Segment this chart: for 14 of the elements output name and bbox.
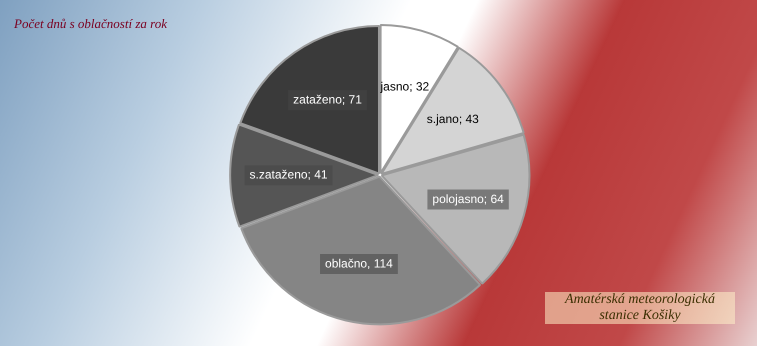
data-label: ; 71: [342, 92, 362, 106]
slice-label: zataženo: [293, 92, 342, 106]
slice-label: jasno: [380, 79, 410, 94]
text: Počet dnů s oblačností za rok: [14, 16, 167, 32]
data-label: ; 64: [484, 192, 504, 206]
slice-label: polojasno: [432, 192, 484, 206]
text: Amatérská meteorologická stanice Košiky: [545, 292, 735, 324]
data-label: ; 43: [458, 112, 480, 126]
slice-label: s.zataženo: [250, 168, 308, 182]
slice-label: oblačno: [325, 256, 368, 270]
slice-label: s.jano: [426, 112, 460, 126]
data-label: ; 41: [308, 168, 328, 182]
data-label: , 114: [367, 256, 394, 270]
data-label: ; 32: [409, 79, 430, 94]
